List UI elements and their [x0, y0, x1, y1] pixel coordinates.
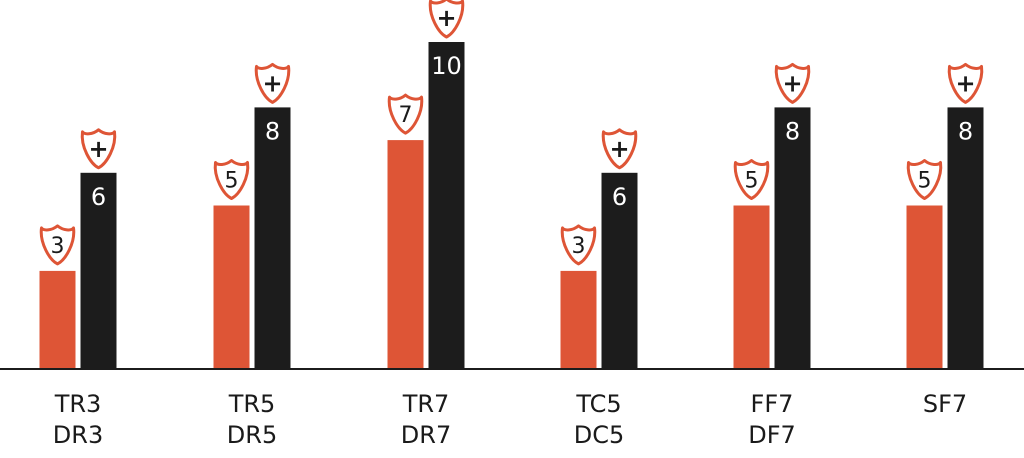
- shield-icon: +: [774, 62, 811, 104]
- shield-icon: 5: [906, 159, 943, 200]
- category-label-line1: TC5: [575, 390, 621, 418]
- bar-value-label: 8: [958, 117, 973, 145]
- bar-value-label: 8: [265, 117, 280, 145]
- bar-series-1-1: [213, 205, 250, 369]
- category-label-line2: DF7: [748, 421, 796, 449]
- bar-series-1-3: [560, 270, 597, 369]
- shield-icon: 5: [213, 159, 250, 200]
- category-label-line2: DR3: [53, 421, 103, 449]
- bar-series-2-5: [947, 107, 984, 370]
- category-label-line1: TR7: [402, 390, 450, 418]
- badge-plus-label: +: [955, 69, 975, 97]
- category-label-line1: SF7: [923, 390, 967, 418]
- badge-plus-label: +: [609, 135, 629, 163]
- badge-plus-label: +: [436, 4, 456, 32]
- bar-value-label: 10: [431, 52, 462, 80]
- badge-value-label: 7: [399, 103, 413, 128]
- badge-value-label: 5: [745, 169, 759, 194]
- badge-plus-label: +: [782, 69, 802, 97]
- category-label-line2: DR5: [227, 421, 277, 449]
- bar-value-label: 6: [91, 183, 106, 211]
- shield-icon: 3: [560, 224, 597, 266]
- shield-icon: 3: [39, 224, 76, 266]
- shield-icon: +: [947, 62, 984, 104]
- bar-series-1-4: [733, 205, 770, 369]
- badge-value-label: 5: [918, 169, 932, 194]
- category-label-line1: TR3: [54, 390, 102, 418]
- badge-plus-label: +: [262, 69, 282, 97]
- bar-series-2-4: [774, 107, 811, 370]
- shield-icon: +: [80, 128, 117, 170]
- category-labels: TR3 DR3 TR5 DR5 TR7 DR7 TC5 DC5 FF7 DF7 SF7: [53, 390, 967, 449]
- category-label-line2: DR7: [401, 421, 451, 449]
- shield-icon: +: [428, 0, 465, 39]
- badge-value-label: 5: [225, 169, 239, 194]
- bar-value-label: 6: [612, 183, 627, 211]
- bar-series-1-2: [387, 140, 424, 369]
- bar-series-2-0: [80, 172, 117, 369]
- shield-icon: 5: [733, 159, 770, 200]
- bar-series-2-3: [601, 172, 638, 369]
- badge-value-label: 3: [572, 234, 586, 259]
- bar-series-1-5: [906, 205, 943, 369]
- bar-series-2-2: [428, 42, 465, 369]
- badge-value-label: 3: [51, 234, 65, 259]
- category-label-line1: TR5: [228, 390, 276, 418]
- bar-series-1-0: [39, 270, 76, 369]
- bar-series-2-1: [254, 107, 291, 370]
- bar-value-label: 8: [785, 117, 800, 145]
- shield-icon: +: [254, 62, 291, 104]
- badge-plus-label: +: [88, 135, 108, 163]
- shield-icon: 7: [387, 93, 424, 135]
- category-label-line1: FF7: [751, 390, 794, 418]
- shield-icon: +: [601, 128, 638, 170]
- bars-layer: 3 6 +5 8 +7 10 +3 6 +5 8 +5 8 +: [39, 0, 984, 370]
- category-label-line2: DC5: [574, 421, 625, 449]
